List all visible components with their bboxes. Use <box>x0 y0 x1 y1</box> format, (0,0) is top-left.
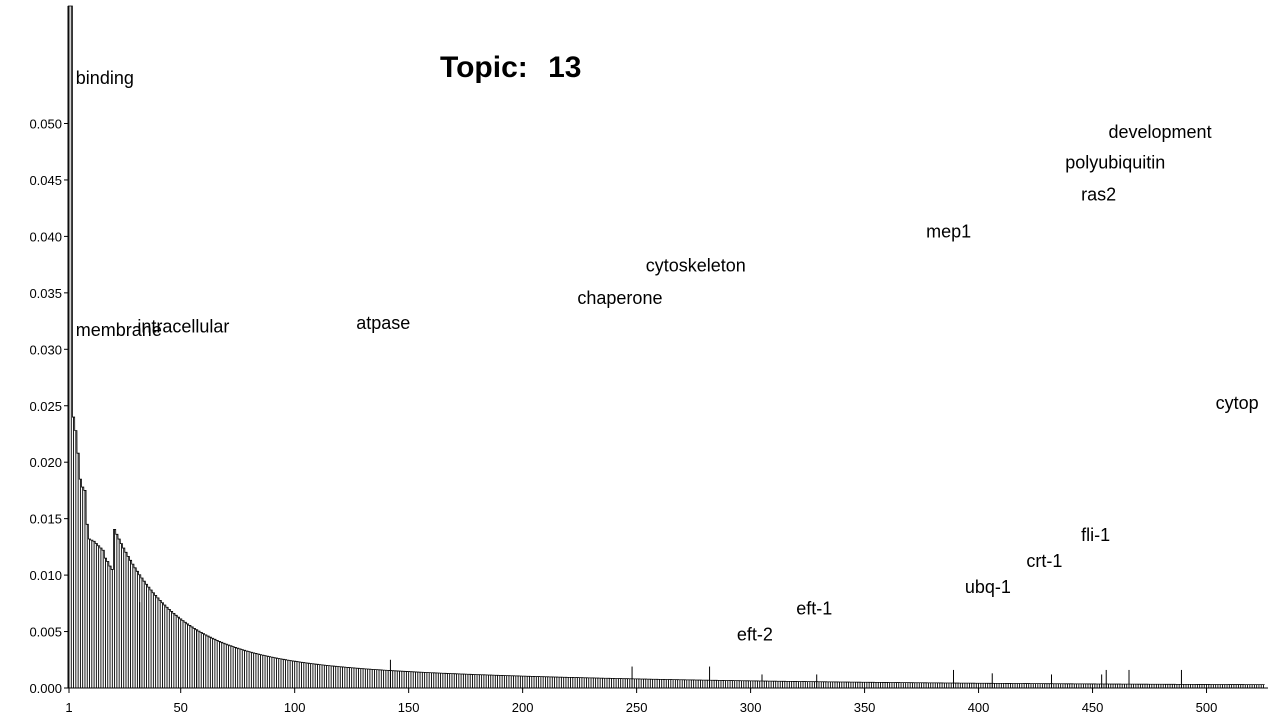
word-label: ras2 <box>1081 184 1116 204</box>
word-label: crt-1 <box>1026 551 1062 571</box>
word-label: cytoskeleton <box>646 255 746 275</box>
word-label: eft-2 <box>737 625 773 645</box>
word-label: ubq-1 <box>965 577 1011 597</box>
y-tick-label: 0.005 <box>29 625 62 640</box>
x-tick-label: 1 <box>65 700 72 715</box>
chart-title: Topic: 13 <box>440 51 581 84</box>
bars <box>67 5 1265 688</box>
x-tick-label: 100 <box>284 700 306 715</box>
x-tick-label: 450 <box>1082 700 1104 715</box>
y-tick-label: 0.000 <box>29 681 62 696</box>
y-tick-label: 0.030 <box>29 342 62 357</box>
y-tick-label: 0.025 <box>29 399 62 414</box>
y-tick-label: 0.045 <box>29 173 62 188</box>
y-tick-label: 0.010 <box>29 568 62 583</box>
bar-outline <box>67 5 1265 686</box>
word-label: atpase <box>356 313 410 333</box>
word-label: development <box>1109 122 1212 142</box>
chart-title-number: 13 <box>548 51 581 84</box>
y-tick-label: 0.040 <box>29 229 62 244</box>
y-ticks: 0.000 0.005 0.010 0.015 0.020 0.025 0.030 0.035… <box>29 117 68 696</box>
x-tick-label: 350 <box>854 700 876 715</box>
word-label: chaperone <box>577 288 662 308</box>
x-tick-label: 250 <box>626 700 648 715</box>
x-ticks: 1 50 100 150 200 250 300 350 400 450 500 <box>65 688 1217 715</box>
x-tick-label: 300 <box>740 700 762 715</box>
word-label: intracellular <box>137 316 229 336</box>
y-tick-label: 0.050 <box>29 117 62 132</box>
chart-title-prefix: Topic: <box>440 51 528 84</box>
y-tick-label: 0.015 <box>29 512 62 527</box>
x-tick-label: 200 <box>512 700 534 715</box>
x-tick-label: 400 <box>968 700 990 715</box>
word-label: polyubiquitin <box>1065 153 1165 173</box>
word-label: cytop <box>1216 393 1259 413</box>
word-label: membrane <box>76 320 162 340</box>
word-label: fli-1 <box>1081 525 1110 545</box>
x-tick-label: 150 <box>398 700 420 715</box>
axes <box>67 6 1268 689</box>
word-label: eft-1 <box>796 599 832 619</box>
y-tick-label: 0.035 <box>29 286 62 301</box>
y-tick-label: 0.020 <box>29 455 62 470</box>
x-tick-label: 500 <box>1196 700 1218 715</box>
word-label: binding <box>76 68 134 88</box>
x-tick-label: 50 <box>173 700 187 715</box>
word-label: mep1 <box>926 222 971 242</box>
spike-marks <box>139 602 1182 688</box>
